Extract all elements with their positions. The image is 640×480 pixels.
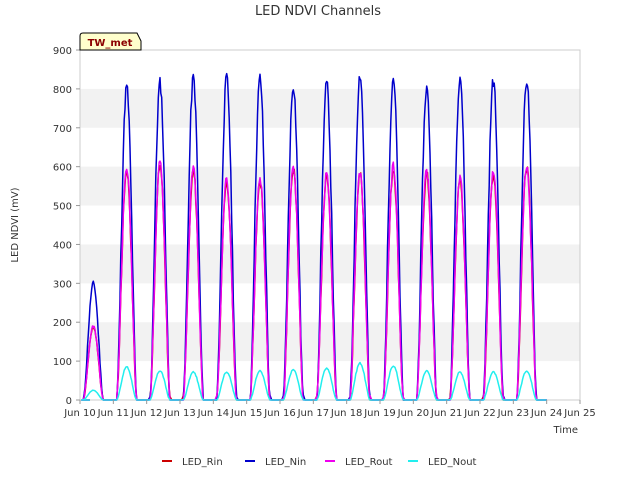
series-layer [80,72,547,401]
legend-label: LED_Nout [428,457,477,468]
x-tick-label: Jun 25 [563,408,596,419]
y-tick-label: 800 [53,85,72,96]
x-tick-label: Jun 21 [430,408,463,419]
series-line-LED_Nout [80,361,547,401]
legend: LED_Rin LED_Nin LED_Rout LED_Nout [162,457,477,468]
x-axis-label: Time [553,425,578,436]
legend-label: LED_Rin [182,457,223,468]
grid-band [80,88,580,128]
y-tick-label: 400 [53,240,72,251]
y-tick-label: 700 [53,124,72,135]
grid-bands [80,88,580,362]
x-tick-label: Jun 24 [530,408,563,419]
y-axis-label: LED NDVI (mV) [10,187,21,262]
x-tick-label: Jun 16 [263,408,296,419]
x-tick-label: Jun 18 [330,408,363,419]
y-tick-label: 900 [53,46,72,57]
x-tick-label: Jun 17 [297,408,330,419]
annotation-box [79,32,142,51]
y-axis-ticks: 0 100 200 300 400 500 600 700 800 900 [53,46,80,407]
y-tick-label: 500 [53,202,72,213]
annotation-badge: TW_met [79,32,142,51]
grid-band [80,322,580,362]
y-tick-label: 300 [53,279,72,290]
y-tick-label: 100 [53,357,72,368]
chart-title: LED NDVI Channels [255,4,381,19]
x-tick-label: Jun 13 [163,408,196,419]
x-tick-label: Jun 12 [130,408,163,419]
y-tick-label: 200 [53,318,72,329]
y-tick-label: 0 [66,396,72,407]
x-tick-label: Jun 22 [463,408,496,419]
x-tick-label: Jun 10 [63,408,96,419]
grid-band [80,244,580,284]
x-axis-ticks: Jun 10 Jun 11 Jun 12 Jun 13 Jun 14 Jun 15 Jun … [63,400,596,419]
y-tick-label: 600 [53,163,72,174]
legend-label: LED_Rout [345,457,393,468]
x-tick-label: Jun 20 [397,408,430,419]
annotation-text: TW_met [88,38,133,49]
x-tick-label: Jun 11 [97,408,130,419]
x-tick-label: Jun 23 [497,408,530,419]
plot-frame [79,49,581,401]
x-tick-label: Jun 15 [230,408,263,419]
x-tick-label: Jun 14 [197,408,230,419]
x-tick-label: Jun 19 [363,408,396,419]
legend-label: LED_Nin [265,457,306,468]
